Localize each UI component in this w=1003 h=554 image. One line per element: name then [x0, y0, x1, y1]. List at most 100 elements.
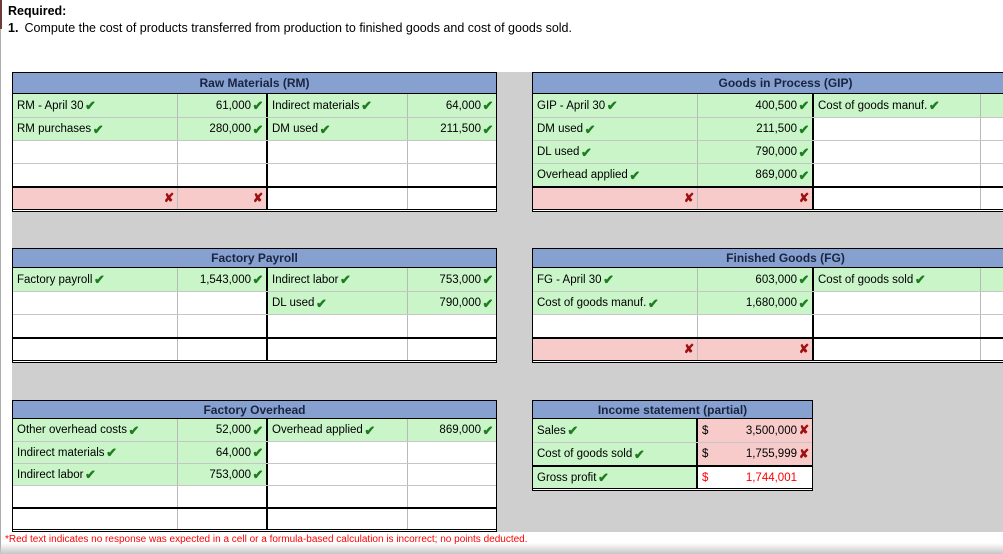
factory-payroll-cell-r3-c3[interactable] [408, 339, 496, 360]
factory-overhead-cell-r3-c2[interactable] [268, 486, 408, 507]
raw-materials-cell-r0-c1[interactable]: 61,000 ✔ [178, 94, 268, 117]
factory-payroll-cell-r3-c1[interactable] [178, 339, 268, 360]
goods-in-process-cell-r0-c3[interactable] [981, 94, 1003, 117]
finished-goods-cell-r1-c3[interactable] [981, 292, 1003, 314]
goods-in-process-cell-r3-c1[interactable]: 869,000 ✔ [698, 164, 814, 186]
factory-payroll-cell-r0-c3[interactable]: 753,000 ✔ [408, 268, 496, 291]
factory-overhead-cell-r3-c1[interactable] [178, 486, 268, 507]
finished-goods-cell-r0-c3[interactable] [981, 268, 1003, 291]
factory-overhead-cell-r4-c1[interactable] [178, 509, 268, 529]
factory-payroll-cell-r0-c2[interactable]: Indirect labor ✔ [268, 268, 408, 291]
finished-goods-cell-r3-c1[interactable]: ✘ [698, 339, 814, 360]
factory-payroll-cell-r2-c2[interactable] [268, 315, 408, 337]
raw-materials-cell-r1-c0[interactable]: RM purchases ✔ [13, 118, 178, 140]
raw-materials-cell-r3-c0[interactable] [13, 164, 178, 186]
factory-overhead-cell-r3-c3[interactable] [408, 486, 496, 507]
finished-goods-cell-r0-c1[interactable]: 603,000 ✔ [698, 268, 814, 291]
factory-payroll-cell-r1-c1[interactable] [178, 292, 268, 314]
raw-materials-cell-r4-c2[interactable] [268, 188, 408, 209]
factory-overhead-cell-r4-c3[interactable] [408, 509, 496, 529]
goods-in-process-cell-r2-c1[interactable]: 790,000 ✔ [698, 141, 814, 163]
raw-materials-cell-r4-c0[interactable]: ✘ [13, 188, 178, 209]
factory-overhead-cell-r2-c2[interactable] [268, 464, 408, 485]
raw-materials-cell-r2-c0[interactable] [13, 141, 178, 163]
entry-amount: 280,000 [209, 123, 251, 135]
factory-payroll-cell-r1-c3[interactable]: 790,000 ✔ [408, 292, 496, 314]
factory-payroll-cell-r0-c1[interactable]: 1,543,000 ✔ [178, 268, 268, 291]
raw-materials-cell-r3-c2[interactable] [268, 164, 408, 186]
factory-payroll-cell-r2-c0[interactable] [13, 315, 178, 337]
raw-materials-cell-r3-c1[interactable] [178, 164, 268, 186]
goods-in-process-cell-r1-c2[interactable] [814, 118, 981, 140]
factory-payroll-cell-r2-c1[interactable] [178, 315, 268, 337]
factory-overhead-cell-r4-c0[interactable] [13, 509, 178, 529]
raw-materials-cell-r2-c1[interactable] [178, 141, 268, 163]
factory-overhead-cell-r1-c0[interactable]: Indirect materials ✔ [13, 442, 178, 463]
finished-goods-cell-r0-c0[interactable]: FG - April 30 ✔ [533, 268, 698, 291]
finished-goods-cell-r0-c2[interactable]: Cost of goods sold ✔ [814, 268, 981, 291]
income-statement-cell-r1-c0[interactable]: Cost of goods sold ✔ [533, 443, 698, 465]
finished-goods-cell-r3-c0[interactable]: ✘ [533, 339, 698, 360]
goods-in-process-cell-r3-c0[interactable]: Overhead applied ✔ [533, 164, 698, 186]
factory-overhead-cell-r2-c1[interactable]: 753,000 ✔ [178, 464, 268, 485]
factory-payroll-cell-r0-c0[interactable]: Factory payroll ✔ [13, 268, 178, 291]
goods-in-process-cell-r0-c1[interactable]: 400,500 ✔ [698, 94, 814, 117]
raw-materials-cell-r2-c2[interactable] [268, 141, 408, 163]
finished-goods-cell-r2-c0[interactable] [533, 315, 698, 337]
factory-payroll-cell-r3-c2[interactable] [268, 339, 408, 360]
income-statement-cell-r2-c0[interactable]: Gross profit ✔ [533, 467, 698, 488]
factory-payroll-cell-r2-c3[interactable] [408, 315, 496, 337]
raw-materials-cell-r1-c1[interactable]: 280,000 ✔ [178, 118, 268, 140]
factory-overhead-cell-r2-c0[interactable]: Indirect labor ✔ [13, 464, 178, 485]
factory-overhead-cell-r0-c0[interactable]: Other overhead costs ✔ [13, 419, 178, 441]
factory-overhead-cell-r4-c2[interactable] [268, 509, 408, 529]
finished-goods-cell-r3-c2[interactable] [814, 339, 981, 360]
goods-in-process-cell-r3-c3[interactable] [981, 164, 1003, 186]
factory-overhead-cell-r0-c3[interactable]: 869,000 ✔ [408, 419, 496, 441]
factory-overhead-cell-r1-c2[interactable] [268, 442, 408, 463]
goods-in-process-cell-r1-c1[interactable]: 211,500 ✔ [698, 118, 814, 140]
goods-in-process-cell-r1-c0[interactable]: DM used ✔ [533, 118, 698, 140]
factory-overhead-cell-r1-c1[interactable]: 64,000 ✔ [178, 442, 268, 463]
finished-goods-cell-r1-c0[interactable]: Cost of goods manuf. ✔ [533, 292, 698, 314]
finished-goods-cell-r2-c3[interactable] [981, 315, 1003, 337]
goods-in-process-cell-r3-c2[interactable] [814, 164, 981, 186]
finished-goods-cell-r3-c3[interactable] [981, 339, 1003, 360]
factory-payroll-cell-r1-c2[interactable]: DL used ✔ [268, 292, 408, 314]
raw-materials-cell-r1-c3[interactable]: 211,500 ✔ [408, 118, 496, 140]
goods-in-process-cell-r1-c3[interactable] [981, 118, 1003, 140]
goods-in-process-cell-r2-c0[interactable]: DL used ✔ [533, 141, 698, 163]
income-statement-cell-r1-c1[interactable]: $1,755,999 ✘ [698, 443, 812, 465]
finished-goods-cell-r1-c2[interactable] [814, 292, 981, 314]
goods-in-process-cell-r4-c2[interactable] [814, 188, 981, 209]
factory-overhead-cell-r2-c3[interactable] [408, 464, 496, 485]
raw-materials-cell-r0-c0[interactable]: RM - April 30 ✔ [13, 94, 178, 117]
goods-in-process-cell-r2-c2[interactable] [814, 141, 981, 163]
goods-in-process-cell-r0-c0[interactable]: GIP - April 30 ✔ [533, 94, 698, 117]
goods-in-process-cell-r0-c2[interactable]: Cost of goods manuf. ✔ [814, 94, 981, 117]
goods-in-process-cell-r4-c1[interactable]: ✘ [698, 188, 814, 209]
factory-payroll-cell-r1-c0[interactable] [13, 292, 178, 314]
factory-overhead-cell-r0-c2[interactable]: Overhead applied ✔ [268, 419, 408, 441]
raw-materials-cell-r4-c3[interactable] [408, 188, 496, 209]
raw-materials-cell-r3-c3[interactable] [408, 164, 496, 186]
factory-overhead-cell-r0-c1[interactable]: 52,000 ✔ [178, 419, 268, 441]
goods-in-process-cell-r4-c3[interactable] [981, 188, 1003, 209]
income-statement-cell-r0-c0[interactable]: Sales ✔ [533, 419, 698, 442]
raw-materials-cell-r0-c3[interactable]: 64,000 ✔ [408, 94, 496, 117]
raw-materials-cell-r0-c2[interactable]: Indirect materials ✔ [268, 94, 408, 117]
raw-materials-cell-r4-c1[interactable]: ✘ [178, 188, 268, 209]
finished-goods-cell-r2-c2[interactable] [814, 315, 981, 337]
finished-goods-cell-r2-c1[interactable] [698, 315, 814, 337]
factory-overhead-cell-r3-c0[interactable] [13, 486, 178, 507]
factory-overhead-cell-r1-c3[interactable] [408, 442, 496, 463]
goods-in-process-cell-r2-c3[interactable] [981, 141, 1003, 163]
raw-materials-cell-r1-c2[interactable]: DM used ✔ [268, 118, 408, 140]
finished-goods-cell-r1-c1[interactable]: 1,680,000 ✔ [698, 292, 814, 314]
goods-in-process-cell-r4-c0[interactable]: ✘ [533, 188, 698, 209]
income-statement-cell-r2-c1[interactable]: $1,744,001 [698, 467, 812, 488]
raw-materials-cell-r2-c3[interactable] [408, 141, 496, 163]
check-icon: ✔ [85, 98, 96, 113]
income-statement-cell-r0-c1[interactable]: $3,500,000 ✘ [698, 419, 812, 442]
factory-payroll-cell-r3-c0[interactable] [13, 339, 178, 360]
